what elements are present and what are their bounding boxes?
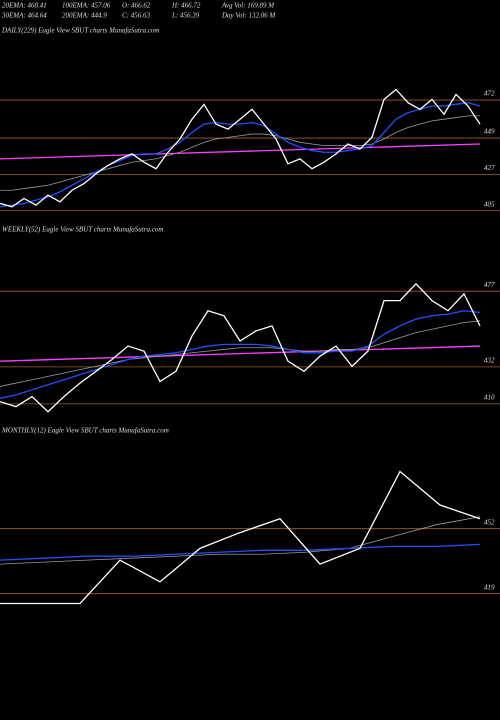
y-tick-label: 405 xyxy=(484,200,495,208)
price-line xyxy=(0,143,481,160)
header-stat: H: 466.72 xyxy=(171,2,201,10)
price-line xyxy=(0,320,481,387)
price-line xyxy=(0,345,481,362)
header-stat: C: 456.63 xyxy=(122,12,151,20)
price-line xyxy=(0,543,481,561)
header-stat: 20EMA: 468.41 xyxy=(2,2,47,10)
price-line xyxy=(0,88,481,208)
y-tick-label: 472 xyxy=(484,90,495,98)
header-stat: L: 456.39 xyxy=(171,12,200,20)
price-line xyxy=(0,470,481,605)
header-stat: Avg Vol: 169.89 M xyxy=(221,2,275,10)
y-tick-label: 419 xyxy=(484,583,495,591)
y-tick-label: 452 xyxy=(484,518,495,526)
y-tick-label: 427 xyxy=(484,164,495,172)
price-line xyxy=(0,282,481,413)
price-line xyxy=(0,115,480,191)
header-stat: O: 466.62 xyxy=(122,2,151,10)
price-line xyxy=(0,516,481,565)
y-tick-label: 410 xyxy=(484,394,495,402)
header-stat: Day Vol: 132.06 M xyxy=(221,12,276,20)
panel-title: DAILY(229) Eagle View SBUT charts Munafa… xyxy=(1,27,159,35)
panel-title: WEEKLY(52) Eagle View SBUT charts Munafa… xyxy=(2,226,163,234)
price-line xyxy=(0,102,481,208)
header-stat: 200EMA: 444.9 xyxy=(62,12,107,20)
header-stat: 30EMA: 464.64 xyxy=(1,12,47,20)
panel-title: MONTHLY(12) Eagle View SBUT charts Munaf… xyxy=(1,427,169,435)
header-stat: 100EMA: 457.06 xyxy=(62,2,111,10)
y-tick-label: 449 xyxy=(484,128,495,136)
price-line xyxy=(0,310,481,399)
y-tick-label: 432 xyxy=(484,356,495,364)
y-tick-label: 477 xyxy=(484,281,495,289)
